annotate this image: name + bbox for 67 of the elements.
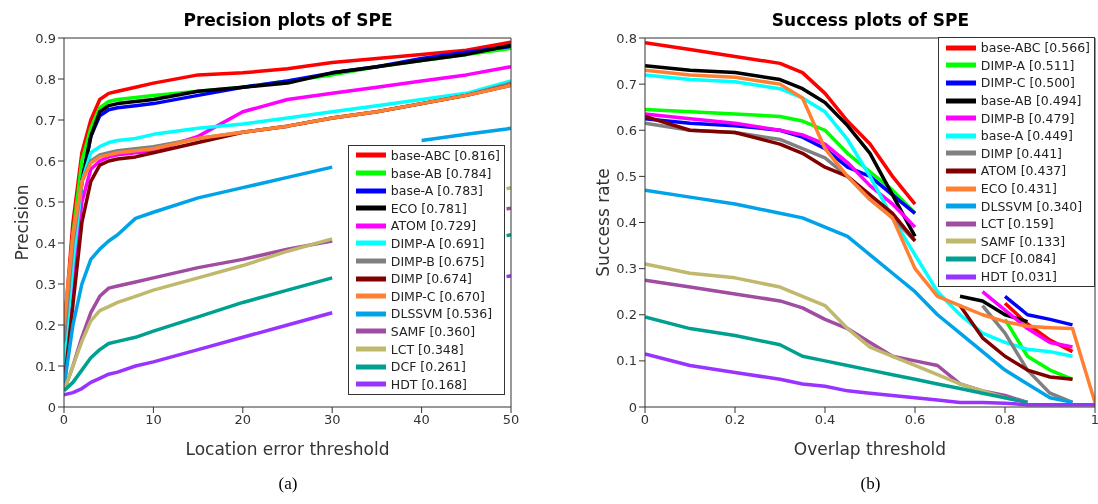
legend-label: DIMP-B [0.675] (390, 253, 485, 269)
y-tick-label: 0.1 (616, 353, 637, 369)
text: (b) (859, 474, 882, 494)
x-tick-label: 20 (234, 412, 252, 428)
legend-label: base-A [0.449] (980, 128, 1073, 144)
legend-label: DIMP-B [0.479] (980, 110, 1075, 126)
legend-label: DIMP-C [0.500] (980, 75, 1075, 91)
legend-label: base-ABC [0.816] (390, 147, 500, 163)
x-tick-label: 10 (145, 412, 162, 428)
x-tick-label: 0 (59, 412, 69, 428)
y-tick-label: 0.6 (35, 153, 56, 169)
x-tick-label: 0.2 (724, 412, 746, 428)
legend-label: HDT [0.168] (390, 376, 467, 392)
legend-label: DLSSVM [0.536] (390, 306, 493, 322)
legend-label: SAMF [0.133] (980, 233, 1066, 249)
legend-label: DIMP-C [0.670] (390, 288, 485, 304)
x-tick-label: 50 (502, 412, 520, 428)
legend-label: ATOM [0.437] (980, 163, 1067, 179)
legend-label: DCF [0.084] (980, 251, 1056, 267)
legend-label: base-A [0.783] (390, 183, 483, 199)
y-tick-label: 0 (47, 399, 56, 415)
chart-title: Success plots of SPE (770, 10, 971, 30)
x-tick-label: 0.4 (814, 412, 836, 428)
x-axis-title: Overlap threshold (793, 439, 947, 459)
legend-label: SAMF [0.360] (390, 323, 476, 339)
y-tick-label: 0.5 (616, 168, 637, 184)
legend-label: base-AB [0.784] (390, 165, 492, 181)
y-tick-label: 0.8 (616, 30, 637, 46)
legend-label: LCT [0.348] (390, 341, 464, 357)
legend-label: LCT [0.159] (980, 216, 1054, 232)
x-tick-label: 1 (1090, 412, 1098, 428)
legend-label: DIMP-A [0.511] (980, 57, 1075, 73)
legend-label: base-AB [0.494] (980, 93, 1082, 109)
y-tick-label: 0.4 (35, 235, 56, 251)
x-tick-label: 0.8 (994, 412, 1016, 428)
legend-label: DLSSVM [0.340] (980, 198, 1083, 214)
x-tick-label: 40 (413, 412, 430, 428)
legend-label: DCF [0.261] (390, 359, 466, 375)
y-tick-label: 0.8 (35, 71, 56, 87)
x-tick-label: 0.6 (904, 412, 926, 428)
legend-label: base-ABC [0.566] (980, 40, 1090, 56)
y-tick-label: 0.2 (616, 307, 637, 323)
y-tick-label: 0 (628, 399, 637, 415)
y-tick-label: 0.3 (616, 261, 637, 277)
x-tick-label: 0 (640, 412, 650, 428)
y-axis-title: Success rate (593, 168, 614, 277)
y-tick-label: 0.9 (35, 30, 56, 46)
chart-title: Precision plots of SPE (182, 10, 394, 30)
y-tick-label: 0.3 (35, 276, 56, 292)
x-tick-label: 30 (323, 412, 341, 428)
y-tick-label: 0.7 (616, 76, 637, 92)
y-tick-label: 0.4 (616, 215, 637, 231)
y-tick-label: 0.6 (616, 122, 637, 138)
y-tick-label: 0.2 (35, 317, 56, 333)
legend-label: ECO [0.781] (390, 200, 467, 216)
legend-label: DIMP [0.441] (980, 145, 1062, 161)
legend-label: ATOM [0.729] (390, 218, 477, 234)
y-tick-label: 0.1 (35, 358, 56, 374)
y-tick-label: 0.7 (35, 112, 56, 128)
legend-label: DIMP-A [0.691] (390, 235, 485, 251)
text: (a) (277, 474, 299, 494)
legend-label: HDT [0.031] (980, 269, 1057, 285)
y-axis-title: Precision (12, 184, 33, 261)
y-tick-label: 0.5 (35, 194, 56, 210)
legend-label: ECO [0.431] (980, 181, 1057, 197)
x-axis-title: Location error threshold (185, 439, 390, 459)
legend-label: DIMP [0.674] (390, 271, 472, 287)
